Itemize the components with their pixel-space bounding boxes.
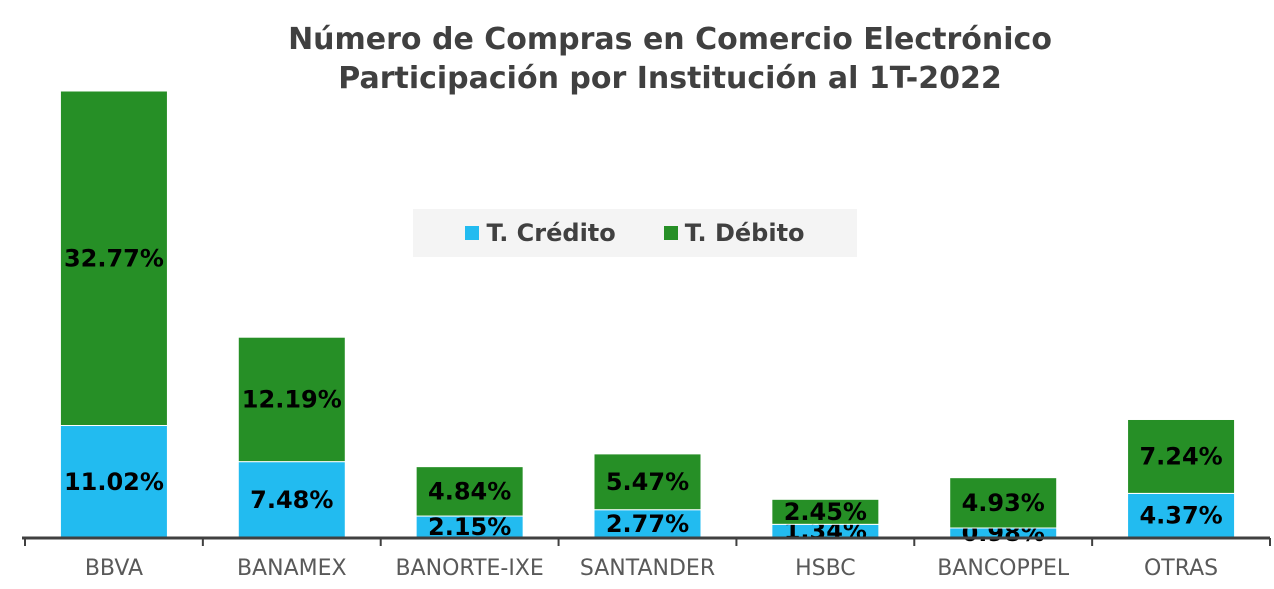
data-label-debito-banorte-ixe: 4.84% xyxy=(428,477,511,505)
x-tick-label-santander: SANTANDER xyxy=(580,556,715,581)
bar-debito-bbva xyxy=(59,90,168,427)
x-tick-label-banamex: BANAMEX xyxy=(237,556,347,581)
bar-debito-banorte-ixe xyxy=(415,466,524,517)
bar-debito-santander xyxy=(593,453,702,511)
bar-credito-banamex xyxy=(237,461,346,539)
data-label-debito-otras: 7.24% xyxy=(1139,442,1222,470)
data-label-credito-banorte-ixe: 2.15% xyxy=(428,513,511,541)
data-label-credito-bbva: 11.02% xyxy=(64,468,164,496)
data-label-debito-bancoppel: 4.93% xyxy=(962,489,1045,517)
data-label-debito-banamex: 12.19% xyxy=(242,385,342,413)
data-label-debito-bbva: 32.77% xyxy=(64,244,164,272)
data-label-credito-otras: 4.37% xyxy=(1139,502,1222,530)
data-label-debito-hsbc: 2.45% xyxy=(784,498,867,526)
legend-item-debito: T. Débito xyxy=(663,219,805,247)
x-tick-label-banorte-ixe: BANORTE-IXE xyxy=(395,556,543,581)
x-tick-label-bbva: BBVA xyxy=(85,556,143,581)
legend-label-debito: T. Débito xyxy=(684,219,805,247)
chart-title-line-1: Número de Compras en Comercio Electrónic… xyxy=(288,22,1052,57)
data-label-debito-santander: 5.47% xyxy=(606,468,689,496)
x-tick-label-otras: OTRAS xyxy=(1144,556,1218,581)
x-tick-label-hsbc: HSBC xyxy=(795,556,856,581)
legend-swatch-credito xyxy=(465,226,480,240)
legend: T. Crédito T. Débito xyxy=(413,209,857,257)
legend-label-credito: T. Crédito xyxy=(486,219,616,247)
bar-credito-otras xyxy=(1127,492,1236,539)
x-tick-label-bancoppel: BANCOPPEL xyxy=(937,556,1070,581)
bar-debito-otras xyxy=(1127,418,1236,494)
legend-swatch-debito xyxy=(663,226,678,240)
data-label-credito-santander: 2.77% xyxy=(606,510,689,538)
legend-item-credito: T. Crédito xyxy=(465,219,616,247)
bar-debito-banamex xyxy=(237,336,346,463)
bar-debito-hsbc xyxy=(771,498,880,525)
bar-debito-bancoppel xyxy=(949,477,1058,529)
chart-title-line-2: Participación por Institución al 1T-2022 xyxy=(338,61,1002,96)
data-label-credito-banamex: 7.48% xyxy=(250,486,333,514)
chart-title: Número de Compras en Comercio Electrónic… xyxy=(0,20,1274,98)
